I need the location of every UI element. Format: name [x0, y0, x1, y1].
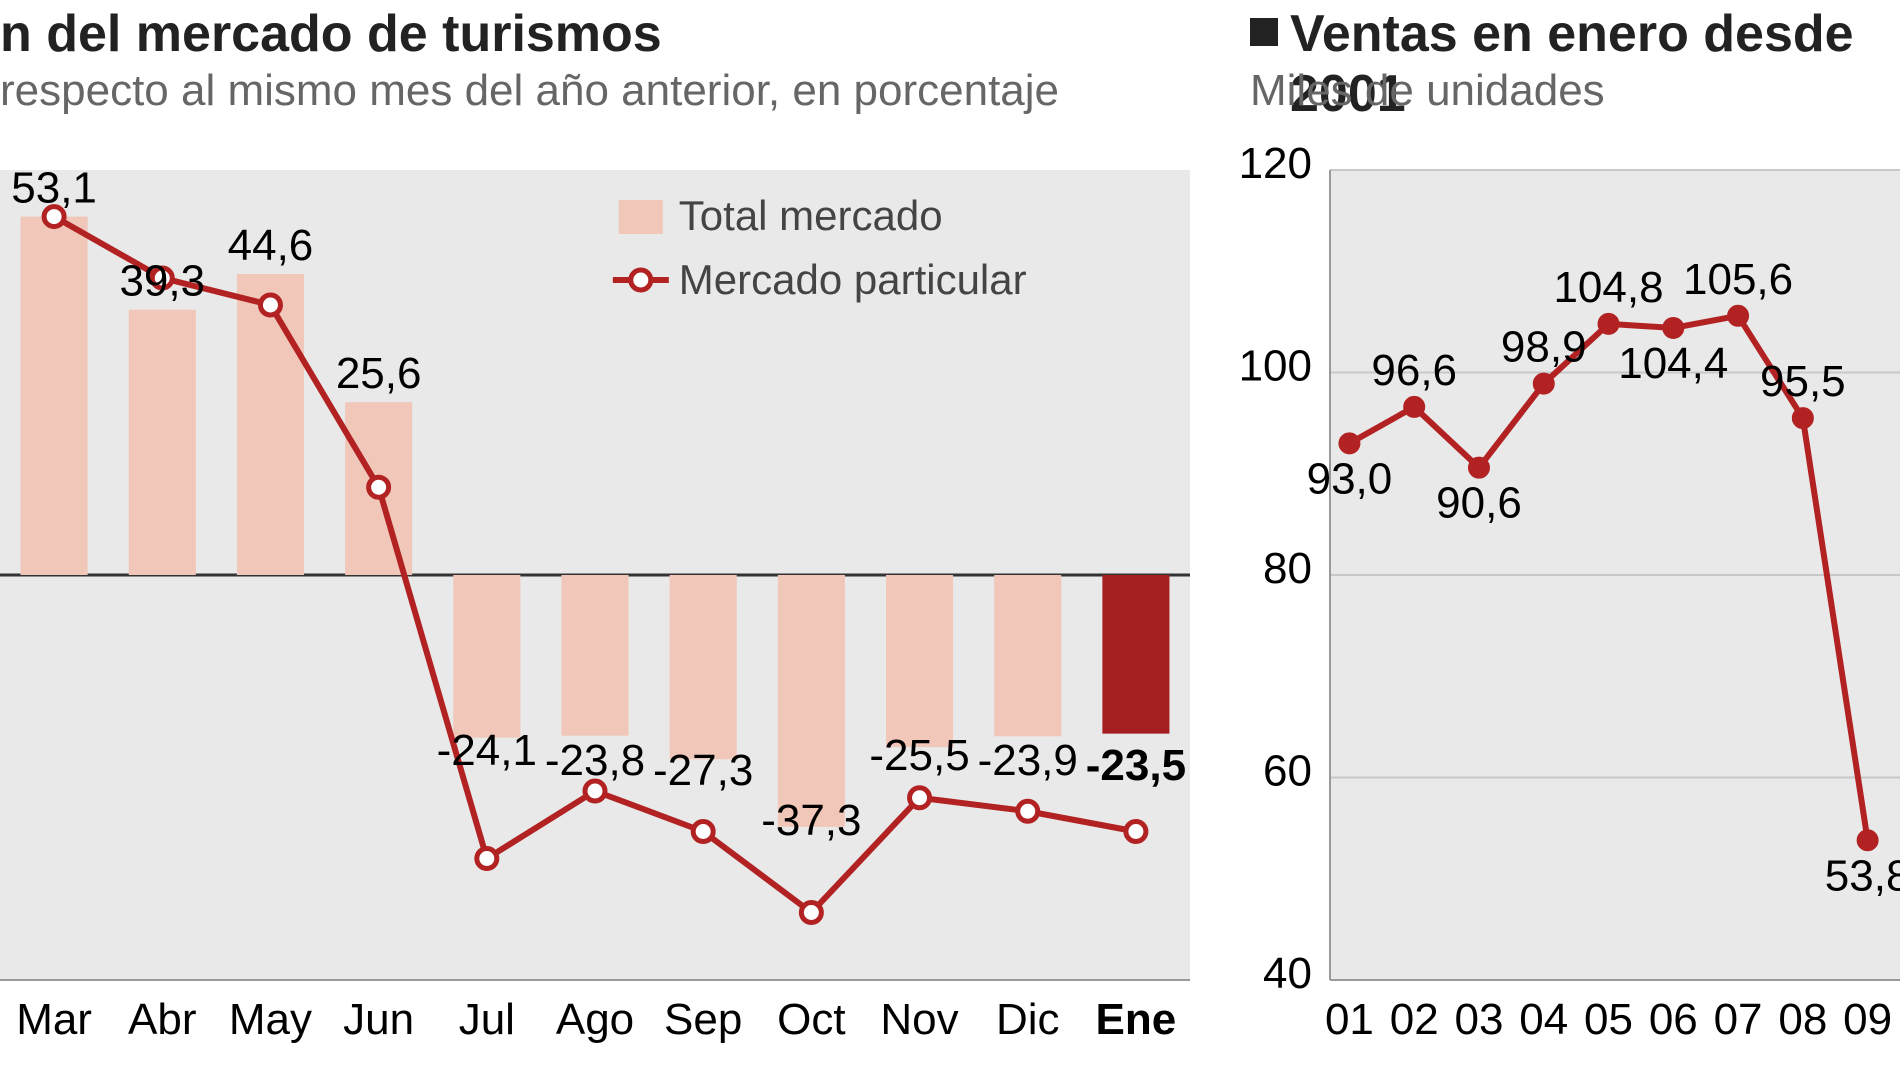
right-category-label: 08: [1778, 995, 1827, 1044]
left-line-marker: [1126, 822, 1146, 842]
left-bar-label: 25,6: [336, 349, 422, 398]
right-category-label: 04: [1519, 995, 1568, 1044]
right-category-label: 06: [1649, 995, 1698, 1044]
left-category-label: Ene: [1096, 995, 1177, 1044]
left-line-marker: [693, 822, 713, 842]
right-ytick-label: 100: [1239, 342, 1312, 391]
left-category-label: Oct: [777, 995, 845, 1044]
right-category-label: 07: [1714, 995, 1763, 1044]
right-point-label: 96,6: [1371, 346, 1457, 395]
right-point-label: 93,0: [1307, 454, 1393, 503]
right-point-label: 53,8: [1825, 851, 1900, 900]
left-bar-label: -25,5: [869, 731, 969, 780]
left-category-label: May: [229, 995, 312, 1044]
left-line-marker: [1018, 801, 1038, 821]
right-point-label: 104,4: [1618, 339, 1728, 388]
left-bar: [129, 310, 196, 575]
legend-line-marker: [631, 270, 651, 290]
right-line-marker: [1793, 408, 1813, 428]
right-ytick-label: 60: [1263, 747, 1312, 796]
left-category-label: Dic: [996, 995, 1060, 1044]
right-line-marker: [1534, 374, 1554, 394]
right-point-label: 104,8: [1553, 263, 1663, 312]
left-bar: [1102, 575, 1169, 734]
right-point-label: 105,6: [1683, 255, 1793, 304]
right-point-label: 95,5: [1760, 357, 1846, 406]
right-ytick-label: 80: [1263, 544, 1312, 593]
right-category-label: 02: [1390, 995, 1439, 1044]
right-category-label: 03: [1455, 995, 1504, 1044]
left-line-marker: [260, 295, 280, 315]
chart-pair: n del mercado de turismos respecto al mi…: [0, 0, 1900, 1069]
right-point-label: 90,6: [1436, 479, 1522, 528]
left-bar-label: -37,3: [761, 796, 861, 845]
right-line-marker: [1663, 318, 1683, 338]
left-bar: [994, 575, 1061, 736]
right-line-marker: [1728, 306, 1748, 326]
left-category-label: Jun: [343, 995, 414, 1044]
left-bar: [886, 575, 953, 747]
left-bar-label: -23,5: [1086, 741, 1186, 790]
right-point-label: 98,9: [1501, 323, 1587, 372]
right-line-marker: [1599, 314, 1619, 334]
right-ytick-label: 40: [1263, 949, 1312, 998]
left-bar: [237, 274, 304, 575]
right-line-marker: [1404, 397, 1424, 417]
right-category-label: 01: [1325, 995, 1374, 1044]
right-line-marker: [1858, 830, 1878, 850]
right-category-label: 09: [1843, 995, 1892, 1044]
left-bar-label: -23,9: [978, 736, 1078, 785]
left-line-marker: [369, 477, 389, 497]
left-bar-label: -27,3: [653, 746, 753, 795]
left-bar-label: 53,1: [11, 164, 97, 213]
left-bar: [561, 575, 628, 736]
left-line-marker: [801, 903, 821, 923]
left-category-label: Mar: [16, 995, 92, 1044]
legend-label-bar: Total mercado: [679, 192, 943, 239]
right-ytick-label: 120: [1239, 139, 1312, 188]
left-bar-label: 44,6: [228, 221, 314, 270]
left-category-label: Abr: [128, 995, 196, 1044]
left-bar: [453, 575, 520, 738]
left-category-label: Ago: [556, 995, 634, 1044]
left-bar: [21, 217, 88, 575]
left-line-marker: [910, 788, 930, 808]
left-bar-label: -24,1: [437, 726, 537, 775]
left-category-label: Jul: [459, 995, 515, 1044]
left-line-marker: [477, 849, 497, 869]
left-bar: [778, 575, 845, 827]
right-line-marker: [1469, 458, 1489, 478]
left-category-label: Sep: [664, 995, 742, 1044]
charts-svg: 53,1 39,3 44,6 25,6 -24,1-23,8-27,3-37,3-25,…: [0, 0, 1900, 1069]
left-bar-label: -23,8: [545, 736, 645, 785]
legend-label-line: Mercado particular: [679, 256, 1027, 303]
left-bar: [670, 575, 737, 759]
legend-swatch-bar: [619, 200, 663, 234]
right-line-marker: [1339, 433, 1359, 453]
right-category-label: 05: [1584, 995, 1633, 1044]
left-category-label: Nov: [880, 995, 958, 1044]
left-bar-label: 39,3: [119, 257, 205, 306]
